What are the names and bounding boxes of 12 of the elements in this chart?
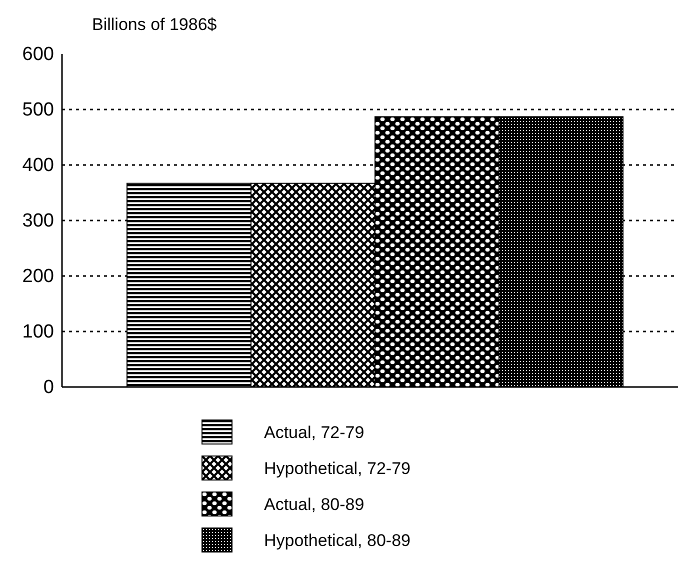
legend-label: Actual, 80-89	[264, 495, 364, 514]
y-axis-title: Billions of 1986$	[92, 15, 218, 34]
y-tick-label: 100	[22, 322, 54, 343]
legend-label: Hypothetical, 80-89	[264, 531, 410, 550]
y-tick-label: 200	[22, 266, 54, 288]
y-tick-label: 0	[43, 377, 54, 398]
y-tick-label: 600	[22, 44, 54, 66]
legend-label: Hypothetical, 72-79	[264, 459, 410, 478]
legend-label: Actual, 72-79	[264, 423, 364, 442]
y-tick-label: 300	[22, 210, 54, 232]
y-tick-label: 500	[22, 100, 54, 121]
y-tick-label: 400	[22, 155, 54, 176]
